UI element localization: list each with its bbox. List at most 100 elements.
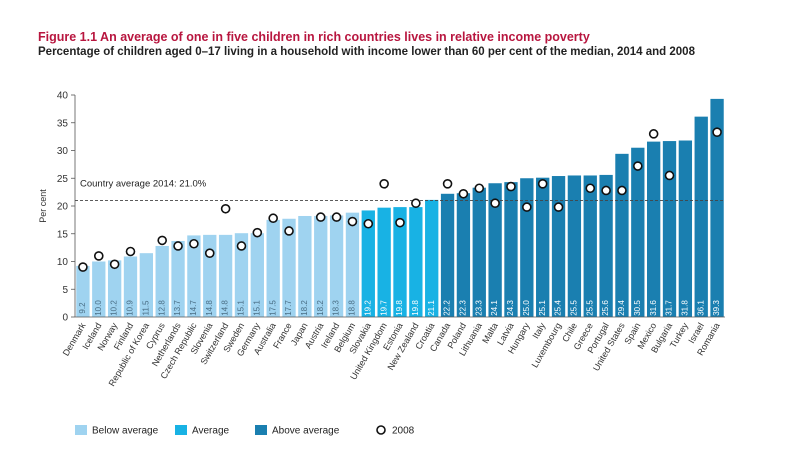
bar-value-label: 24.1: [490, 300, 499, 316]
marker-2008: [506, 181, 516, 192]
legend-swatch-below: [75, 425, 87, 435]
bar: [314, 215, 328, 317]
bar: [250, 233, 264, 317]
marker-2008: [173, 241, 183, 251]
bar: [536, 177, 550, 317]
legend-label: 2008: [392, 426, 415, 437]
bar-value-label: 39.3: [712, 300, 721, 316]
bar: [171, 240, 185, 317]
marker-2008: [204, 248, 215, 258]
bar-value-label: 31.8: [680, 300, 689, 316]
bar-value-label: 17.5: [268, 300, 277, 316]
bar: [631, 147, 645, 317]
y-tick-label: 15: [57, 229, 69, 240]
marker-2008: [315, 212, 326, 222]
bar-value-label: 19.2: [363, 300, 372, 316]
bar-value-label: 25.1: [538, 300, 547, 316]
marker-2008: [78, 262, 88, 272]
legend-label: Above average: [272, 426, 340, 437]
bar-value-label: 15.1: [252, 300, 261, 316]
bar-value-label: 25.0: [522, 300, 531, 316]
bar-value-label: 10.0: [94, 300, 103, 316]
marker-2008: [712, 127, 722, 137]
bar-value-label: 10.2: [110, 300, 119, 316]
bar-value-label: 13.7: [173, 300, 182, 316]
marker-2008: [189, 238, 199, 249]
y-tick-label: 0: [62, 313, 68, 324]
bar: [187, 235, 201, 317]
marker-2008: [522, 202, 532, 212]
bar: [425, 199, 439, 317]
bar: [662, 141, 677, 317]
y-axis-label: Per cent: [38, 189, 48, 223]
bar-value-label: 25.4: [554, 300, 563, 316]
bar-value-label: 17.7: [284, 300, 293, 316]
bar: [107, 260, 122, 317]
bar-value-label: 14.8: [205, 300, 214, 316]
bar: [377, 207, 391, 317]
marker-2008: [411, 198, 421, 209]
bar-value-label: 18.3: [332, 300, 341, 316]
y-tick-label: 10: [57, 257, 69, 268]
bar: [155, 245, 169, 317]
bar-value-label: 15.1: [237, 300, 246, 316]
bar: [472, 187, 486, 317]
bar-value-label: 19.7: [379, 300, 388, 316]
bar: [488, 183, 502, 317]
bar: [345, 212, 360, 317]
y-tick-label: 40: [57, 91, 69, 102]
bar: [234, 233, 249, 317]
bar-value-label: 18.8: [348, 300, 357, 316]
figure-subtitle: Percentage of children aged 0–17 living …: [38, 46, 695, 58]
marker-2008: [125, 246, 136, 257]
bar: [266, 219, 280, 317]
bar: [218, 234, 233, 317]
bar: [615, 153, 629, 317]
marker-2008: [379, 179, 389, 189]
figure-title: Figure 1.1 An average of one in five chi…: [38, 30, 590, 44]
bar-value-label: 29.4: [617, 300, 626, 316]
marker-2008: [585, 183, 596, 194]
bar: [583, 175, 597, 317]
bar-value-label: 25.5: [585, 300, 594, 316]
marker-2008: [395, 217, 405, 228]
bar-value-label: 31.6: [649, 300, 658, 316]
bar-value-label: 22.2: [443, 300, 452, 316]
bar-value-label: 19.8: [395, 300, 404, 316]
marker-2008: [109, 259, 120, 270]
marker-2008: [617, 185, 627, 196]
bar: [329, 215, 344, 317]
bar-value-label: 10.9: [126, 300, 135, 316]
bar: [282, 218, 296, 317]
marker-2008: [537, 179, 548, 189]
y-tick-label: 30: [57, 146, 69, 157]
legend-label: Average: [192, 426, 230, 437]
bar-value-label: 30.5: [633, 300, 642, 316]
marker-2008: [331, 212, 342, 222]
bar-value-label: 12.8: [157, 300, 166, 316]
marker-2008: [601, 185, 611, 196]
marker-2008: [268, 213, 278, 224]
title-block: Figure 1.1 An average of one in five chi…: [38, 30, 778, 59]
marker-2008: [553, 202, 564, 212]
legend-marker-2008: [376, 425, 386, 435]
bar: [456, 193, 471, 317]
bar-value-label: 21.1: [427, 300, 436, 316]
bar-value-label: 14.8: [221, 300, 230, 316]
bar: [567, 175, 582, 317]
marker-2008: [236, 241, 247, 251]
bar: [123, 256, 138, 317]
bar: [647, 141, 661, 317]
marker-2008: [93, 251, 104, 261]
bar-value-label: 9.2: [78, 302, 87, 314]
bar: [694, 116, 708, 318]
bar: [599, 174, 613, 317]
marker-2008: [648, 129, 659, 139]
bar-value-label: 14.7: [189, 300, 198, 316]
bar-value-label: 36.1: [696, 300, 705, 316]
bar: [298, 215, 312, 317]
marker-2008: [664, 170, 675, 181]
bar-value-label: 31.7: [665, 300, 674, 316]
